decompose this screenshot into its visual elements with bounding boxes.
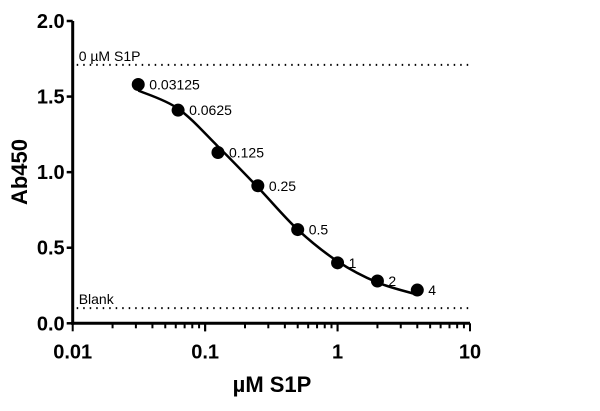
data-point <box>410 283 424 297</box>
y-tick-label: 1.5 <box>37 87 65 109</box>
data-point-label: 0.5 <box>309 222 329 238</box>
data-point <box>171 103 185 117</box>
reference-line-label: 0 µM S1P <box>79 48 141 64</box>
data-point-label: 0.25 <box>269 178 296 194</box>
y-axis-label: Ab450 <box>7 139 32 205</box>
data-point <box>251 179 265 193</box>
x-tick-label: 10 <box>459 341 481 363</box>
y-tick-label: 1.0 <box>37 162 65 184</box>
data-point <box>211 146 225 160</box>
data-point <box>331 256 345 270</box>
x-tick-label: 0.01 <box>53 341 92 363</box>
data-point-label: 0.0625 <box>189 102 232 118</box>
x-tick-label: 0.1 <box>191 341 219 363</box>
data-point <box>131 77 145 91</box>
data-point-label: 4 <box>428 282 436 298</box>
data-point <box>291 223 305 237</box>
x-axis-label: µM S1P <box>233 372 312 397</box>
y-tick-label: 2.0 <box>37 11 65 33</box>
data-point-label: 0.03125 <box>149 76 200 92</box>
data-point-label: 1 <box>349 255 357 271</box>
data-point <box>370 274 384 288</box>
reference-line-label: Blank <box>79 291 115 307</box>
y-tick-label: 0.0 <box>37 313 65 335</box>
data-point-label: 2 <box>388 273 396 289</box>
x-tick-label: 1 <box>332 341 343 363</box>
y-tick-label: 0.5 <box>37 238 65 260</box>
data-point-label: 0.125 <box>229 145 264 161</box>
